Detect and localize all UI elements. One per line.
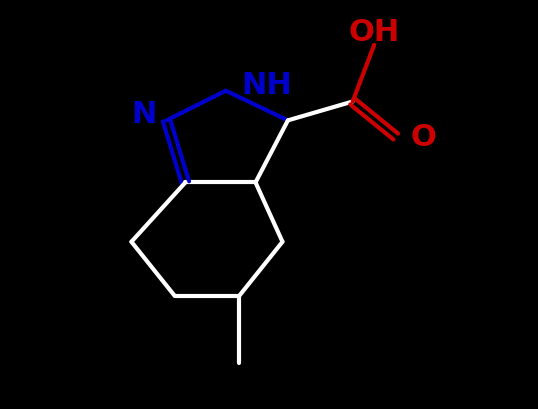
Text: OH: OH xyxy=(349,18,400,47)
Text: NH: NH xyxy=(241,71,292,99)
Text: N: N xyxy=(131,100,157,129)
Text: O: O xyxy=(411,123,437,152)
